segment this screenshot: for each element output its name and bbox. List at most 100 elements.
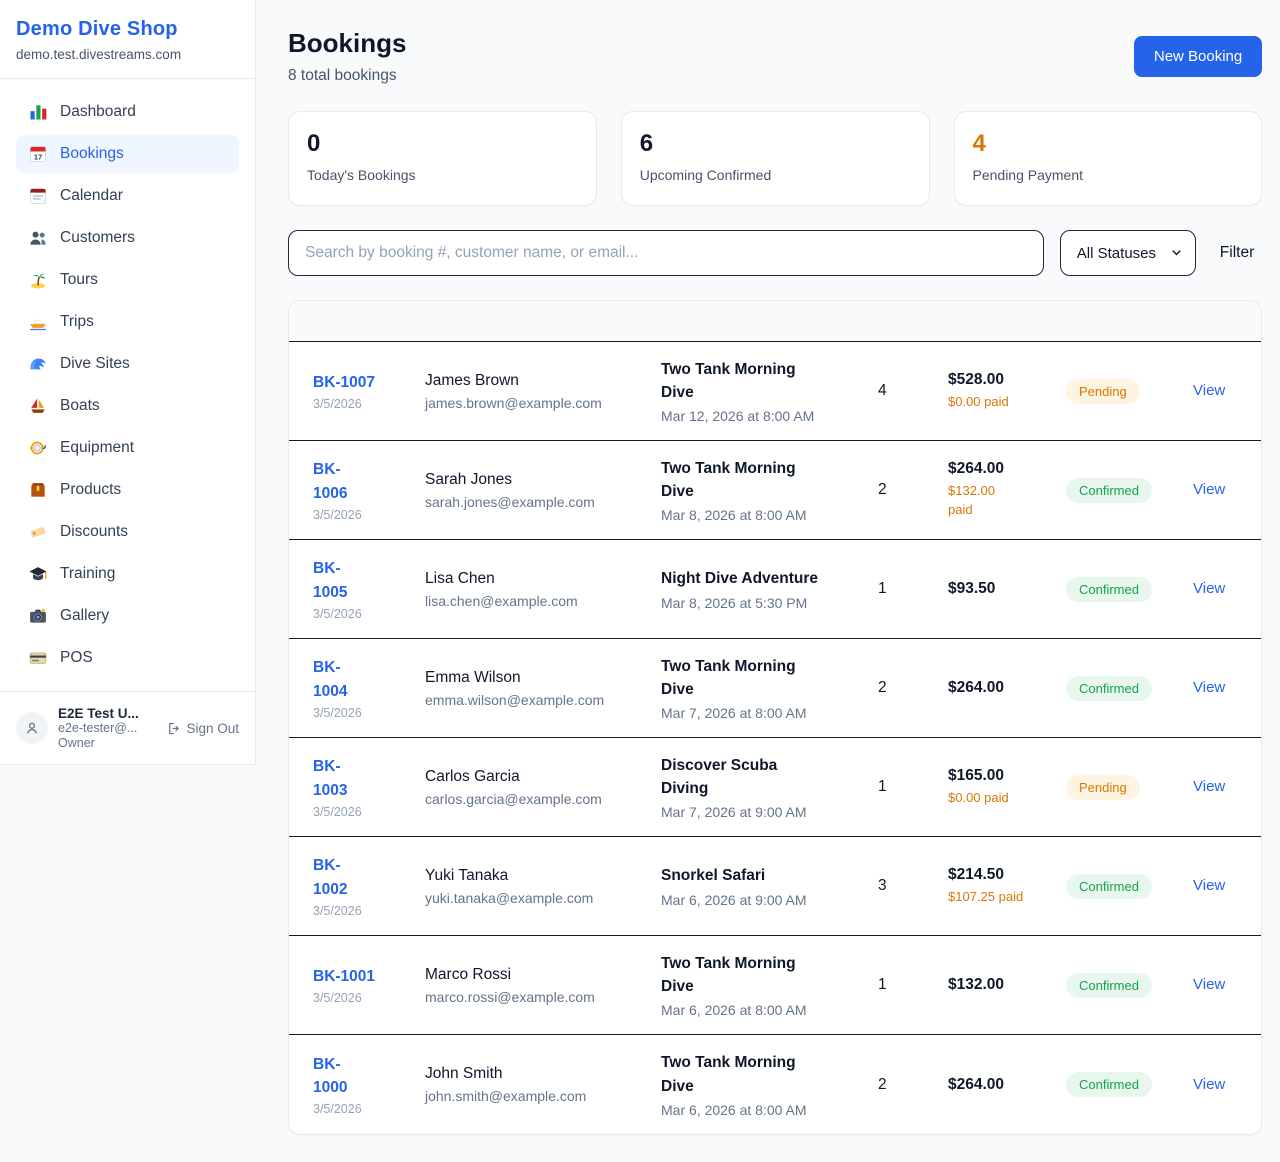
- customer-name: Yuki Tanaka: [425, 866, 509, 884]
- sidebar-item-trips[interactable]: Trips: [16, 303, 239, 341]
- view-link[interactable]: View: [1193, 580, 1226, 597]
- status-select[interactable]: All Statuses: [1059, 230, 1196, 276]
- sidebar-item-training[interactable]: Training: [16, 555, 239, 593]
- booking-date: 3/5/2026: [313, 606, 362, 621]
- pax-count: 1: [878, 778, 887, 795]
- booking-number-link[interactable]: BK- 1000: [313, 1055, 348, 1096]
- sign-out-button[interactable]: Sign Out: [166, 721, 239, 736]
- trips-boat-icon: [28, 312, 48, 332]
- status-badge: Confirmed: [1066, 1072, 1152, 1097]
- total-amount: $214.50: [948, 865, 1005, 883]
- sidebar-item-label: Gallery: [60, 607, 110, 624]
- customer-name: John Smith: [425, 1065, 503, 1082]
- stat-label: Today's Bookings: [307, 167, 416, 183]
- sidebar: Demo Dive Shop demo.test.divestreams.com…: [0, 0, 256, 765]
- view-link[interactable]: View: [1193, 1075, 1226, 1093]
- view-link[interactable]: View: [1193, 481, 1226, 498]
- status-badge: Confirmed: [1066, 873, 1152, 899]
- sidebar-item-gallery[interactable]: Gallery: [16, 597, 239, 635]
- total-amount: $132.00: [948, 976, 1005, 993]
- booking-number-link[interactable]: BK- 1002: [313, 857, 348, 898]
- sidebar-item-dive-sites[interactable]: Dive Sites: [16, 345, 239, 383]
- booking-date: 3/5/2026: [313, 991, 362, 1006]
- sidebar-item-bookings[interactable]: Bookings: [16, 135, 239, 173]
- sidebar-item-equipment[interactable]: Equipment: [16, 429, 239, 467]
- customer-name: Marco Rossi: [425, 965, 512, 983]
- trip-datetime: Mar 7, 2026 at 9:00 AM: [661, 804, 807, 821]
- booking-number-link[interactable]: BK- 1003: [313, 758, 348, 799]
- main-content: Bookings 8 total bookings New Booking 0 …: [256, 0, 1280, 1135]
- customer-email: james.brown@example.com: [425, 394, 602, 411]
- sidebar-item-label: Calendar: [60, 187, 123, 204]
- sidebar-item-calendar[interactable]: Calendar: [16, 177, 239, 215]
- new-booking-button[interactable]: New Booking: [1133, 36, 1263, 77]
- booking-number-link[interactable]: BK- 1004: [313, 659, 348, 700]
- sidebar-item-label: Tours: [60, 271, 98, 288]
- stat-value: 6: [639, 130, 654, 157]
- view-link[interactable]: View: [1193, 382, 1226, 399]
- trip-datetime: Mar 8, 2026 at 5:30 PM: [661, 594, 808, 611]
- status-badge: Pending: [1066, 774, 1140, 800]
- search-input[interactable]: [288, 230, 1044, 276]
- user-email: e2e-tester@...: [58, 721, 138, 735]
- paid-amount: $132.00 paid: [948, 483, 995, 517]
- view-link[interactable]: View: [1193, 976, 1226, 993]
- equipment-mask-icon: [28, 438, 48, 458]
- pax-count: 3: [878, 877, 887, 894]
- bookings-calendar-icon: [28, 144, 48, 164]
- sidebar-item-boats[interactable]: Boats: [16, 387, 239, 425]
- sidebar-item-label: Training: [60, 565, 116, 582]
- page-subtitle: 8 total bookings: [288, 67, 397, 84]
- view-link[interactable]: View: [1193, 679, 1226, 696]
- booking-date: 3/5/2026: [313, 804, 362, 819]
- table-row: BK-1007 3/5/2026 James Brown james.brown…: [289, 342, 1262, 441]
- sidebar-item-dashboard[interactable]: Dashboard: [16, 93, 239, 131]
- sidebar-item-tours[interactable]: Tours: [16, 261, 239, 299]
- table-row: BK- 1000 3/5/2026 John Smith john.smith@…: [289, 1035, 1261, 1134]
- booking-number-link[interactable]: BK- 1005: [313, 560, 348, 601]
- sidebar-item-customers[interactable]: Customers: [16, 219, 239, 257]
- stat-label: Upcoming Confirmed: [639, 167, 772, 183]
- customer-email: marco.rossi@example.com: [425, 988, 595, 1005]
- booking-number-link[interactable]: BK- 1006: [313, 461, 348, 502]
- customer-email: lisa.chen@example.com: [425, 592, 578, 609]
- sidebar-item-label: Dive Sites: [60, 355, 130, 372]
- filter-row: All Statuses Filter: [288, 230, 1262, 276]
- pos-card-icon: [28, 648, 48, 668]
- table-header-row: [289, 301, 1262, 342]
- pax-count: 1: [878, 580, 887, 597]
- table-row: BK-1001 3/5/2026 Marco Rossi marco.rossi…: [289, 936, 1262, 1035]
- customer-email: carlos.garcia@example.com: [425, 790, 602, 807]
- view-link[interactable]: View: [1193, 778, 1226, 795]
- pax-count: 4: [878, 382, 887, 399]
- person-icon: [23, 719, 41, 737]
- pax-count: 2: [878, 481, 887, 498]
- booking-number-link[interactable]: BK-1007: [313, 373, 376, 391]
- trip-datetime: Mar 6, 2026 at 8:00 AM: [661, 1002, 807, 1019]
- pax-count: 1: [878, 976, 887, 993]
- user-meta: E2E Test U... e2e-tester@... Owner: [58, 706, 152, 750]
- stat-card: 6 Upcoming Confirmed: [620, 111, 930, 206]
- view-link[interactable]: View: [1193, 877, 1226, 894]
- dashboard-icon: [28, 102, 48, 122]
- stat-label: Pending Payment: [972, 167, 1084, 183]
- total-amount: $264.00: [948, 679, 1005, 696]
- sidebar-item-label: Trips: [60, 313, 94, 330]
- products-box-icon: [28, 480, 48, 500]
- filter-button[interactable]: Filter: [1212, 244, 1262, 262]
- customer-name: Sarah Jones: [425, 470, 513, 488]
- training-cap-icon: [28, 564, 48, 584]
- shop-domain: demo.test.divestreams.com: [16, 47, 182, 62]
- booking-date: 3/5/2026: [313, 1102, 362, 1117]
- page-title: Bookings: [288, 28, 407, 58]
- customer-email: sarah.jones@example.com: [425, 493, 595, 510]
- user-footer: E2E Test U... e2e-tester@... Owner Sign …: [0, 691, 255, 764]
- sidebar-item-label: Dashboard: [60, 103, 136, 120]
- sidebar-item-pos[interactable]: POS: [16, 639, 239, 677]
- trip-name: Snorkel Safari: [661, 867, 766, 885]
- trip-datetime: Mar 6, 2026 at 8:00 AM: [661, 1101, 807, 1118]
- total-amount: $264.00: [948, 460, 1005, 478]
- booking-number-link[interactable]: BK-1001: [313, 967, 376, 985]
- sidebar-item-discounts[interactable]: Discounts: [16, 513, 239, 551]
- sidebar-item-products[interactable]: Products: [16, 471, 239, 509]
